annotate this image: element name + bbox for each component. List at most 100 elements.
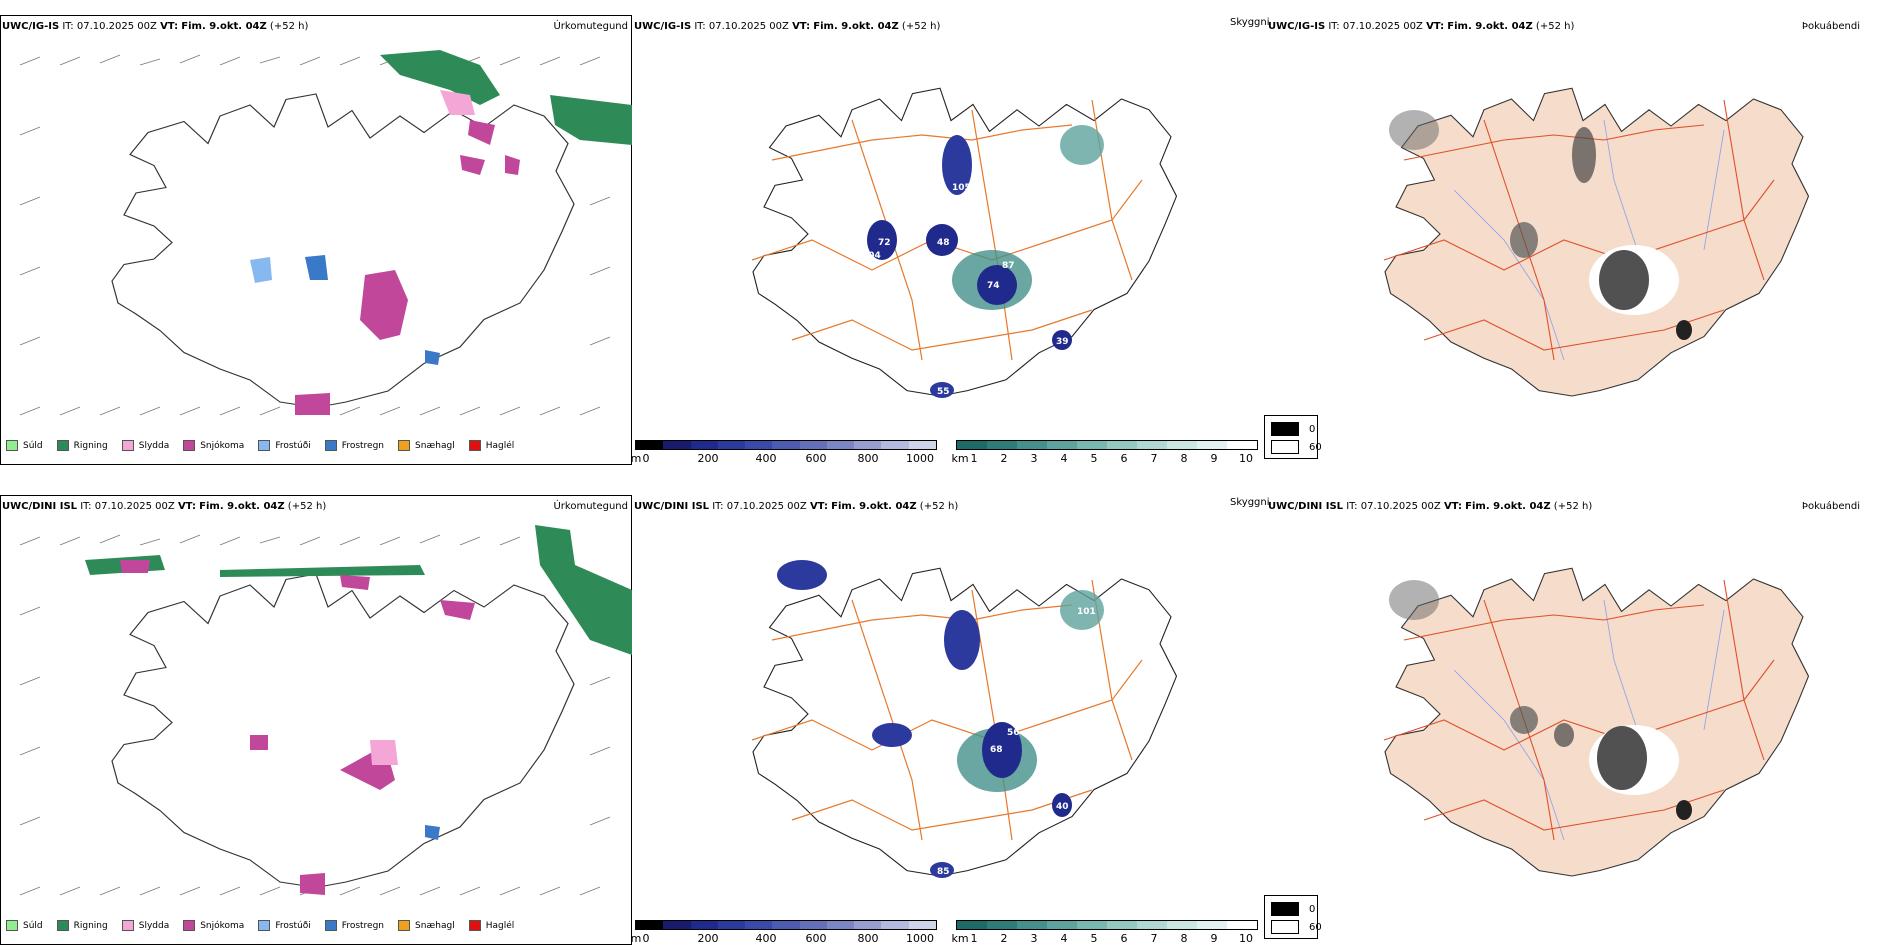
legend-swatch xyxy=(258,920,271,931)
legend-swatch xyxy=(121,920,134,931)
panel-title: UWC/DINI ISL IT: 07.10.2025 00Z VT: Fim.… xyxy=(2,501,327,512)
param-label: Úrkomutegund xyxy=(553,501,628,512)
fog-map xyxy=(1383,567,1810,877)
tick: 7 xyxy=(1150,932,1158,945)
vis-value: 39 xyxy=(1056,337,1069,347)
tick: 0 xyxy=(642,452,650,465)
fog-swatch xyxy=(1271,440,1299,454)
tick: 1 xyxy=(970,452,978,465)
vis-value: 55 xyxy=(937,387,950,397)
precip-legend: Súld Rigning Slydda Snjókoma Frostúði Fr… xyxy=(6,920,528,931)
tick: 3 xyxy=(1030,452,1038,465)
legend-swatch xyxy=(468,440,481,451)
vis-value: 104 xyxy=(862,251,881,261)
param-label: Þokuábendi xyxy=(1801,21,1860,32)
height-ticks: m 0 200 400 600 800 1000 xyxy=(630,452,942,466)
tick: 800 xyxy=(857,452,879,465)
visibility-map: 90 56 68 40 85 101 57 13 xyxy=(751,560,1178,878)
tick: 6 xyxy=(1120,932,1128,945)
unit-label: km xyxy=(951,932,969,945)
low-visibility-areas xyxy=(777,560,1104,878)
legend-swatch xyxy=(6,920,18,931)
visibility-panel-top: UWC/IG-IS IT: 07.10.2025 00Z VT: Fim. 9.… xyxy=(630,15,1270,466)
precip-legend: Súld Rigning Slydda Snjókoma Frostúði Fr… xyxy=(6,440,528,451)
vis-value: 40 xyxy=(1056,802,1069,812)
fog-swatch xyxy=(1271,422,1299,436)
tick: 400 xyxy=(755,452,777,465)
param-label: Skyggni xyxy=(1230,497,1270,508)
tick: 4 xyxy=(1060,452,1068,465)
legend-swatch xyxy=(258,440,271,451)
legend-item: Rigning xyxy=(56,440,108,451)
vis-value: 48 xyxy=(937,238,950,248)
visibility-value-labels: 90 56 68 40 85 101 57 13 xyxy=(900,607,1096,877)
vis-value: 85 xyxy=(937,867,950,877)
vis-value: 13 xyxy=(918,745,931,755)
legend-swatch xyxy=(6,440,18,451)
fog-map xyxy=(1383,87,1810,397)
tick: 6 xyxy=(1120,452,1128,465)
tick: 9 xyxy=(1210,452,1218,465)
visibility-map: 72 48 104 87 74 105 55 39 xyxy=(751,87,1178,398)
tick: 3 xyxy=(1030,932,1038,945)
vis-value: 57 xyxy=(954,673,967,683)
precip-areas xyxy=(250,50,632,415)
tick: 8 xyxy=(1180,452,1188,465)
legend-item: Snjókoma xyxy=(183,920,244,931)
tick: 1000 xyxy=(906,452,934,465)
fog-legend: 0 60 xyxy=(1264,415,1322,459)
fog-panel-bottom: UWC/DINI ISL IT: 07.10.2025 00Z VT: Fim.… xyxy=(1264,495,1900,945)
panel-title: UWC/DINI ISL IT: 07.10.2025 00Z VT: Fim.… xyxy=(634,501,959,512)
param-label: Úrkomutegund xyxy=(553,21,628,32)
precip-map xyxy=(19,525,632,896)
fog-panel-top: UWC/IG-IS IT: 07.10.2025 00Z VT: Fim. 9.… xyxy=(1264,15,1900,465)
tick: 200 xyxy=(697,932,719,945)
road-network xyxy=(751,99,1143,361)
tick: 1000 xyxy=(906,932,934,945)
tick: 800 xyxy=(857,932,879,945)
vis-value: 90 xyxy=(900,713,913,723)
fog-areas xyxy=(1389,580,1692,820)
tick: 0 xyxy=(642,932,650,945)
legend-item: Frostúði xyxy=(258,920,311,931)
legend-item: Súld xyxy=(6,440,43,451)
unit-label: m xyxy=(630,932,642,945)
legend-swatch xyxy=(324,440,337,451)
legend-item: Snæhagl xyxy=(398,440,455,451)
legend-swatch xyxy=(398,440,411,451)
tick: 400 xyxy=(755,932,777,945)
precip-type-panel-top: UWC/IG-IS IT: 07.10.2025 00Z VT: Fim. 9.… xyxy=(0,15,632,465)
vis-value: 74 xyxy=(987,281,1000,291)
precip-areas xyxy=(85,525,632,895)
km-colorbar xyxy=(956,440,1258,450)
legend-swatch xyxy=(56,920,69,931)
legend-item: Frostregn xyxy=(324,920,384,931)
legend-swatch xyxy=(324,920,337,931)
vis-value: 87 xyxy=(1002,261,1015,271)
tick: 600 xyxy=(805,452,827,465)
legend-swatch xyxy=(121,440,134,451)
precip-type-panel-bottom: UWC/DINI ISL IT: 07.10.2025 00Z VT: Fim.… xyxy=(0,495,632,945)
km-ticks: km 1 2 3 4 5 6 7 8 9 10 xyxy=(951,932,1262,946)
legend-swatch xyxy=(183,440,196,451)
tick: 600 xyxy=(805,932,827,945)
panel-title: UWC/IG-IS IT: 07.10.2025 00Z VT: Fim. 9.… xyxy=(634,21,941,32)
vis-value: 56 xyxy=(1007,728,1020,738)
panel-title: UWC/IG-IS IT: 07.10.2025 00Z VT: Fim. 9.… xyxy=(2,21,309,32)
legend-item: Snæhagl xyxy=(398,920,455,931)
legend-item: Rigning xyxy=(56,920,108,931)
vis-value: 105 xyxy=(952,183,971,193)
km-ticks: km 1 2 3 4 5 6 7 8 9 10 xyxy=(951,452,1262,466)
km-colorbar xyxy=(956,920,1258,930)
vis-value: 72 xyxy=(878,238,891,248)
legend-swatch xyxy=(56,440,69,451)
tick: 5 xyxy=(1090,932,1098,945)
tick: 2 xyxy=(1000,452,1008,465)
legend-swatch xyxy=(183,920,196,931)
panel-title: UWC/DINI ISL IT: 07.10.2025 00Z VT: Fim.… xyxy=(1268,501,1593,512)
vis-value: 101 xyxy=(1077,607,1096,617)
tick: 5 xyxy=(1090,452,1098,465)
legend-item: Haglél xyxy=(468,920,514,931)
unit-label: m xyxy=(630,452,642,465)
legend-item: Súld xyxy=(6,920,43,931)
